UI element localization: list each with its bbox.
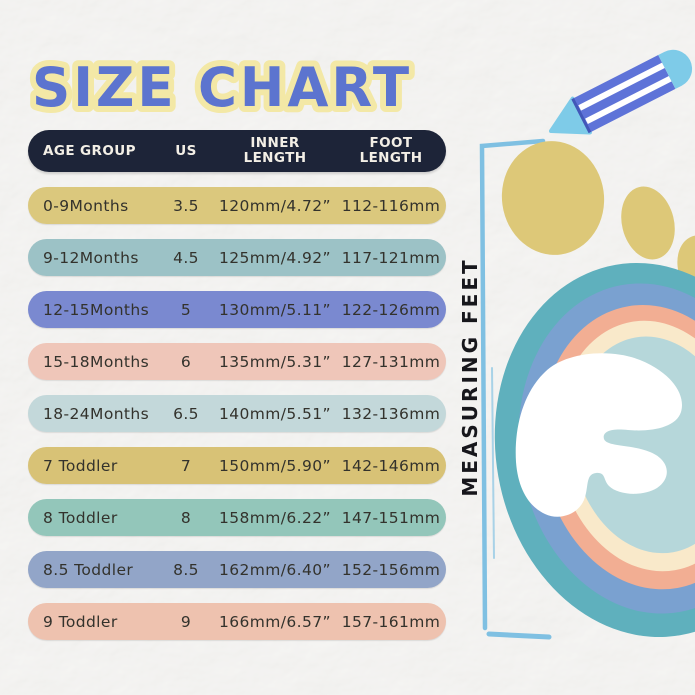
table-row: 9-12Months 4.5 125mm/4.92” 117-121mm <box>28 239 446 276</box>
inner-length-cell: 150mm/5.90” <box>219 456 331 475</box>
table-header-row: AGE GROUP US INNER LENGTH FOOT LENGTH <box>28 130 446 172</box>
size-table: AGE GROUP US INNER LENGTH FOOT LENGTH 0-… <box>28 130 446 640</box>
page-title: SIZE CHART <box>32 56 412 119</box>
us-cell: 8 <box>180 508 192 527</box>
table-row: 15-18Months 6 135mm/5.31” 127-131mm <box>28 343 446 380</box>
us-cell: 7 <box>180 456 192 475</box>
age-cell: 0-9Months <box>43 196 129 215</box>
table-row: 8 Toddler 8 158mm/6.22” 147-151mm <box>28 499 446 536</box>
foot-length-cell: 132-136mm <box>341 404 441 423</box>
age-cell: 12-15Months <box>43 300 150 319</box>
age-cell: 8.5 Toddler <box>43 560 134 579</box>
inner-length-cell: 162mm/6.40” <box>219 560 331 579</box>
header-us-size: US <box>175 142 197 159</box>
inner-length-cell: 130mm/5.11” <box>219 300 331 319</box>
inner-length-cell: 125mm/4.92” <box>219 248 331 267</box>
foot-length-cell: 122-126mm <box>341 300 441 319</box>
foot-length-cell: 157-161mm <box>341 612 441 631</box>
age-cell: 8 Toddler <box>43 508 118 527</box>
foot-length-cell: 117-121mm <box>341 248 441 267</box>
table-row: 12-15Months 5 130mm/5.11” 122-126mm <box>28 291 446 328</box>
us-cell: 6 <box>180 352 192 371</box>
table-row: 7 Toddler 7 150mm/5.90” 142-146mm <box>28 447 446 484</box>
us-cell: 8.5 <box>173 560 199 579</box>
us-cell: 6.5 <box>173 404 199 423</box>
header-age-group: AGE GROUP <box>43 142 136 159</box>
inner-length-cell: 166mm/6.57” <box>219 612 331 631</box>
us-cell: 9 <box>180 612 192 631</box>
table-row: 0-9Months 3.5 120mm/4.72” 112-116mm <box>28 187 446 224</box>
us-cell: 3.5 <box>173 196 199 215</box>
measuring-feet-label: MEASURING FEET <box>458 257 482 497</box>
table-row: 9 Toddler 9 166mm/6.57” 157-161mm <box>28 603 446 640</box>
inner-length-cell: 140mm/5.51” <box>219 404 331 423</box>
header-foot-length: FOOT LENGTH <box>359 135 423 166</box>
foot-length-cell: 127-131mm <box>341 352 441 371</box>
title-banner: SIZE CHART <box>26 50 415 125</box>
age-cell: 18-24Months <box>43 404 150 423</box>
inner-length-cell: 120mm/4.72” <box>219 196 331 215</box>
inner-length-cell: 158mm/6.22” <box>219 508 331 527</box>
age-cell: 7 Toddler <box>43 456 118 475</box>
foot-length-cell: 112-116mm <box>341 196 441 215</box>
foot-length-cell: 152-156mm <box>341 560 441 579</box>
age-cell: 9-12Months <box>43 248 139 267</box>
foot-length-cell: 147-151mm <box>341 508 441 527</box>
us-cell: 4.5 <box>173 248 199 267</box>
age-cell: 9 Toddler <box>43 612 118 631</box>
us-cell: 5 <box>180 300 192 319</box>
inner-length-cell: 135mm/5.31” <box>219 352 331 371</box>
table-row: 8.5 Toddler 8.5 162mm/6.40” 152-156mm <box>28 551 446 588</box>
header-inner-length: INNER LENGTH <box>243 135 307 166</box>
foot-length-cell: 142-146mm <box>341 456 441 475</box>
table-row: 18-24Months 6.5 140mm/5.51” 132-136mm <box>28 395 446 432</box>
age-cell: 15-18Months <box>43 352 150 371</box>
